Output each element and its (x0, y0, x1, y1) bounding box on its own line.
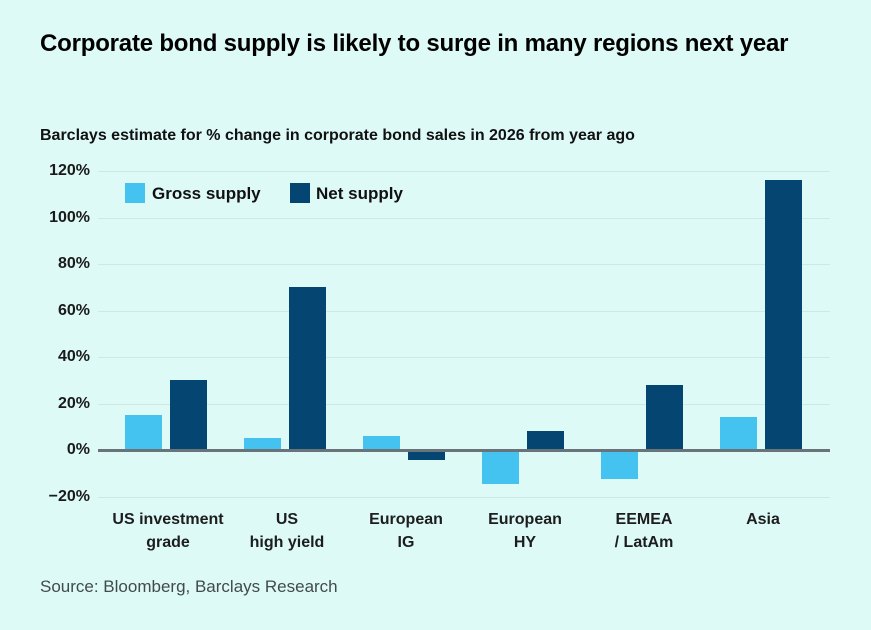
x-axis-category-label: US investment grade (88, 508, 248, 554)
gridline (98, 264, 830, 265)
y-axis-tick-label: 80% (57, 255, 90, 272)
y-axis-tick-label: 40% (57, 348, 90, 365)
gridline (98, 357, 830, 358)
bar-chart: Gross supply Net supply 120% 100% 80% 60% 40… (0, 150, 871, 562)
y-axis-tick-label: 60% (57, 301, 90, 319)
gross-supply-bar-4 (601, 451, 638, 479)
y-axis-tick-label: −20% (48, 487, 90, 505)
x-axis-category-label: European IG (326, 508, 486, 554)
gross-supply-bar-2 (363, 436, 400, 450)
net-supply-legend-label: Net supply (316, 184, 403, 203)
x-axis-category-label: US high yield (207, 508, 367, 554)
gridline (98, 310, 830, 312)
net-supply-bar-5 (765, 180, 802, 450)
x-axis-category-line: IG (397, 534, 415, 551)
gross-supply-swatch (125, 183, 145, 203)
x-axis-category-line: HY (513, 534, 537, 551)
x-axis-category-line: European (369, 511, 443, 528)
x-axis-category-line: US (275, 511, 299, 528)
x-axis-category-label: EEMEA / LatAm (564, 508, 724, 554)
gridline (98, 171, 830, 172)
x-axis-category-label: Asia (683, 508, 843, 531)
gridline (98, 496, 830, 498)
x-axis-category-line: grade (146, 534, 190, 551)
zero-axis-line (98, 449, 830, 452)
x-axis-category-line: EEMEA (615, 511, 673, 528)
chart-subtitle: Barclays estimate for % change in corpor… (40, 127, 635, 144)
gross-supply-bar-1 (244, 438, 281, 450)
gridline (98, 403, 830, 405)
net-supply-bar-3 (527, 431, 564, 450)
net-supply-bar-1 (289, 287, 326, 450)
net-supply-bar-4 (646, 384, 683, 450)
x-axis-category-line: Asia (746, 511, 780, 528)
x-axis-category-label: European HY (445, 508, 605, 554)
net-supply-bar-0 (170, 380, 207, 450)
gross-supply-bar-0 (125, 415, 162, 450)
y-axis-tick-label: 0% (66, 441, 90, 458)
y-axis-tick-label: 120% (49, 162, 90, 179)
x-axis-category-line: / LatAm (614, 534, 674, 551)
x-axis-category-line: US investment (112, 511, 224, 528)
y-axis-tick-label: 100% (49, 208, 90, 226)
y-axis-tick-label: 20% (57, 394, 90, 412)
net-supply-bar-2 (408, 451, 445, 461)
gross-supply-bar-5 (720, 417, 757, 450)
x-axis-category-line: European (488, 511, 562, 528)
x-axis-category-line: high yield (249, 534, 325, 551)
net-supply-swatch (290, 183, 310, 203)
chart-legend: Gross supply Net supply (0, 150, 871, 562)
gridline (98, 217, 830, 219)
gross-supply-bar-3 (482, 451, 519, 484)
source-note: Source: Bloomberg, Barclays Research (40, 577, 338, 596)
chart-title: Corporate bond supply is likely to surge… (40, 30, 789, 57)
gross-supply-legend-label: Gross supply (152, 184, 261, 203)
